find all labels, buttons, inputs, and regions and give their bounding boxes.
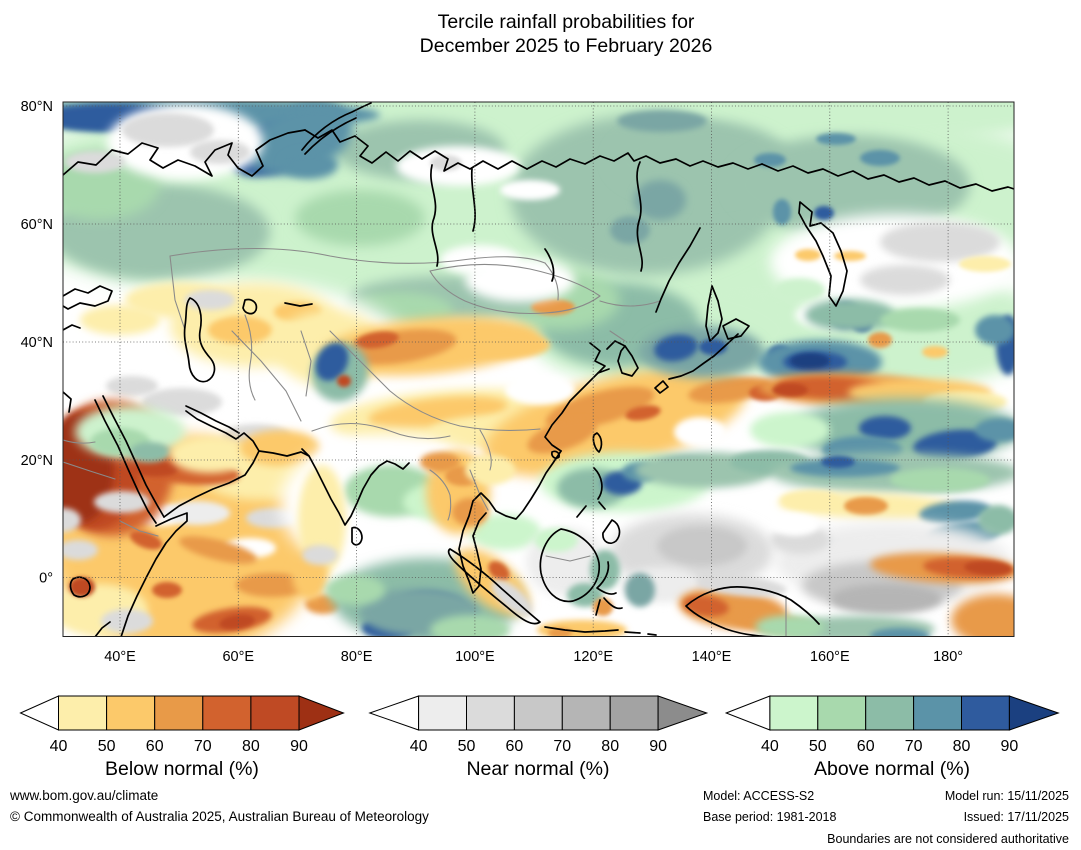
svg-text:80°E: 80°E [341, 649, 373, 665]
svg-text:100°E: 100°E [455, 649, 495, 665]
svg-text:40°N: 40°N [21, 335, 53, 351]
svg-text:80°N: 80°N [21, 99, 53, 115]
svg-text:50: 50 [809, 738, 827, 755]
svg-text:40°E: 40°E [104, 649, 136, 665]
svg-text:Boundaries are not considered: Boundaries are not considered authoritat… [827, 832, 1069, 846]
svg-text:70: 70 [553, 738, 571, 755]
svg-text:Model run: 15/11/2025: Model run: 15/11/2025 [945, 789, 1069, 803]
svg-text:180°: 180° [933, 649, 963, 665]
svg-text:40: 40 [761, 738, 779, 755]
svg-text:Below normal (%): Below normal (%) [105, 758, 259, 780]
svg-text:60: 60 [146, 738, 164, 755]
svg-text:Issued: 17/11/2025: Issued: 17/11/2025 [964, 810, 1069, 824]
svg-text:60°E: 60°E [222, 649, 254, 665]
svg-text:80: 80 [953, 738, 971, 755]
svg-text:Above normal (%): Above normal (%) [814, 758, 970, 780]
svg-text:90: 90 [290, 738, 308, 755]
svg-text:70: 70 [905, 738, 923, 755]
svg-text:Model: ACCESS-S2: Model: ACCESS-S2 [703, 789, 814, 803]
svg-text:60: 60 [506, 738, 524, 755]
svg-text:© Commonwealth of Australia 20: © Commonwealth of Australia 2025, Austra… [10, 809, 429, 824]
svg-text:50: 50 [458, 738, 476, 755]
svg-text:140°E: 140°E [692, 649, 732, 665]
svg-text:0°: 0° [39, 571, 53, 587]
svg-text:60°N: 60°N [21, 217, 53, 233]
svg-text:50: 50 [98, 738, 116, 755]
svg-text:120°E: 120°E [573, 649, 613, 665]
svg-text:70: 70 [194, 738, 212, 755]
svg-text:80: 80 [601, 738, 619, 755]
svg-text:www.bom.gov.au/climate: www.bom.gov.au/climate [9, 788, 158, 803]
svg-text:80: 80 [242, 738, 260, 755]
svg-text:Tercile rainfall probabilities: Tercile rainfall probabilities for [438, 11, 695, 33]
svg-text:December 2025 to February 2026: December 2025 to February 2026 [420, 35, 713, 57]
svg-text:60: 60 [857, 738, 875, 755]
svg-text:40: 40 [50, 738, 68, 755]
svg-text:90: 90 [649, 738, 667, 755]
svg-text:20°N: 20°N [21, 453, 53, 469]
svg-text:Near normal (%): Near normal (%) [466, 758, 609, 780]
svg-text:Base period: 1981-2018: Base period: 1981-2018 [703, 810, 836, 824]
svg-text:90: 90 [1001, 738, 1019, 755]
svg-text:40: 40 [410, 738, 428, 755]
svg-text:160°E: 160°E [810, 649, 850, 665]
